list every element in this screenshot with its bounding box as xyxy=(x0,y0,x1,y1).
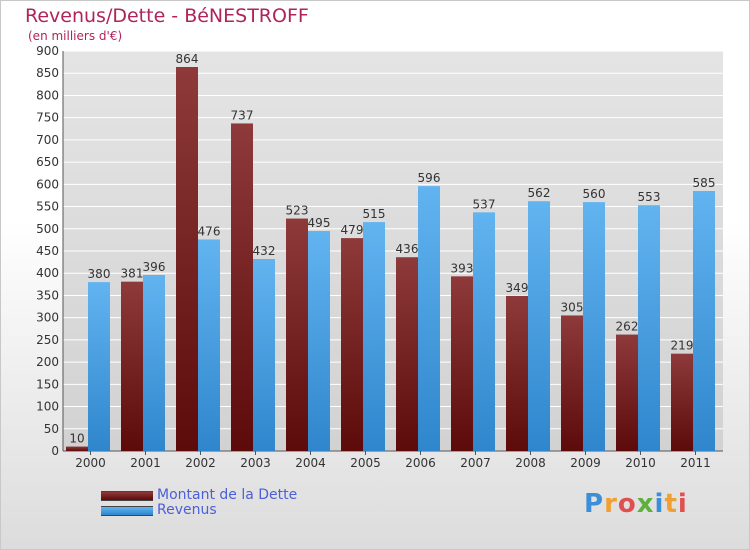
x-tick-label: 2006 xyxy=(405,456,436,470)
data-label-revenus: 537 xyxy=(473,197,496,211)
y-tick-label: 50 xyxy=(44,422,59,436)
data-label-revenus: 432 xyxy=(253,244,276,258)
bar-revenus xyxy=(88,282,110,451)
y-tick-label: 550 xyxy=(36,200,59,214)
data-label-dette: 349 xyxy=(506,281,529,295)
bar-dette xyxy=(671,353,693,451)
data-label-revenus: 515 xyxy=(363,207,386,221)
legend-label-revenus: Revenus xyxy=(157,502,217,518)
x-tick-label: 2007 xyxy=(460,456,491,470)
data-label-dette: 523 xyxy=(286,204,309,218)
data-label-dette: 479 xyxy=(341,223,364,237)
x-tick-label: 2004 xyxy=(295,456,326,470)
y-tick-label: 600 xyxy=(36,177,59,191)
bar-dette xyxy=(286,218,308,451)
y-tick-label: 850 xyxy=(36,66,59,80)
data-label-revenus: 476 xyxy=(198,224,221,238)
data-label-revenus: 560 xyxy=(583,187,606,201)
data-label-revenus: 553 xyxy=(638,190,661,204)
y-tick-label: 350 xyxy=(36,288,59,302)
y-tick-label: 450 xyxy=(36,244,59,258)
data-label-dette: 262 xyxy=(616,320,639,334)
chart-title: Revenus/Dette - BéNESTROFF xyxy=(25,5,309,27)
data-label-dette: 10 xyxy=(69,432,84,446)
y-tick-label: 300 xyxy=(36,311,59,325)
bar-dette xyxy=(451,276,473,451)
bar-dette xyxy=(176,67,198,451)
y-tick-label: 150 xyxy=(36,377,59,391)
data-label-revenus: 562 xyxy=(528,186,551,200)
bar-revenus xyxy=(308,231,330,451)
logo-letter: t xyxy=(664,489,678,519)
bar-revenus xyxy=(638,205,660,451)
data-label-revenus: 396 xyxy=(143,260,166,274)
bar-revenus xyxy=(198,239,220,451)
bar-dette xyxy=(561,315,583,451)
bar-dette xyxy=(231,123,253,451)
x-tick-label: 2009 xyxy=(570,456,601,470)
y-tick-label: 650 xyxy=(36,155,59,169)
data-label-dette: 864 xyxy=(176,52,199,66)
x-tick-label: 2002 xyxy=(185,456,216,470)
bar-dette xyxy=(616,334,638,451)
legend-label-dette: Montant de la Dette xyxy=(157,487,298,503)
y-tick-label: 0 xyxy=(51,444,59,458)
data-label-dette: 305 xyxy=(561,300,584,314)
logo-letter: o xyxy=(617,489,637,519)
logo-letter: P xyxy=(584,489,605,519)
legend-swatch-revenus xyxy=(101,506,153,516)
bar-revenus xyxy=(583,202,605,451)
bar-dette xyxy=(506,295,528,451)
x-tick-label: 2000 xyxy=(75,456,106,470)
data-label-revenus: 585 xyxy=(693,176,716,190)
bar-dette xyxy=(396,257,418,451)
proxiti-logo: Proxiti xyxy=(584,489,688,519)
x-tick-label: 2003 xyxy=(240,456,271,470)
data-label-dette: 381 xyxy=(121,267,144,281)
bar-revenus xyxy=(693,191,715,451)
data-label-revenus: 495 xyxy=(308,216,331,230)
x-tick-label: 2011 xyxy=(680,456,711,470)
x-tick-label: 2010 xyxy=(625,456,656,470)
bar-dette xyxy=(341,238,363,451)
data-label-revenus: 380 xyxy=(88,267,111,281)
x-tick-label: 2008 xyxy=(515,456,546,470)
data-label-dette: 393 xyxy=(451,261,474,275)
y-tick-label: 400 xyxy=(36,266,59,280)
logo-letter: i xyxy=(654,489,665,519)
x-tick-label: 2005 xyxy=(350,456,381,470)
logo-letter: r xyxy=(604,489,618,519)
logo-letter: i xyxy=(677,489,688,519)
bar-dette xyxy=(66,446,88,451)
y-tick-label: 100 xyxy=(36,400,59,414)
y-tick-label: 800 xyxy=(36,88,59,102)
data-label-dette: 737 xyxy=(231,108,254,122)
bar-revenus xyxy=(143,275,165,451)
logo-letter: x xyxy=(636,489,655,519)
y-tick-label: 250 xyxy=(36,333,59,347)
bar-revenus xyxy=(528,201,550,451)
legend-swatch-dette xyxy=(101,491,153,501)
y-tick-label: 700 xyxy=(36,133,59,147)
bar-revenus xyxy=(363,222,385,451)
x-tick-label: 2001 xyxy=(130,456,161,470)
bar-dette xyxy=(121,281,143,451)
y-tick-label: 500 xyxy=(36,222,59,236)
bar-revenus xyxy=(418,186,440,451)
y-tick-label: 900 xyxy=(36,44,59,58)
bar-revenus xyxy=(473,212,495,451)
chart-subtitle: (en milliers d'€) xyxy=(28,29,123,43)
y-tick-label: 750 xyxy=(36,111,59,125)
y-tick-label: 200 xyxy=(36,355,59,369)
bar-revenus xyxy=(253,259,275,451)
data-label-dette: 219 xyxy=(671,339,694,353)
data-label-dette: 436 xyxy=(396,242,419,256)
data-label-revenus: 596 xyxy=(418,171,441,185)
